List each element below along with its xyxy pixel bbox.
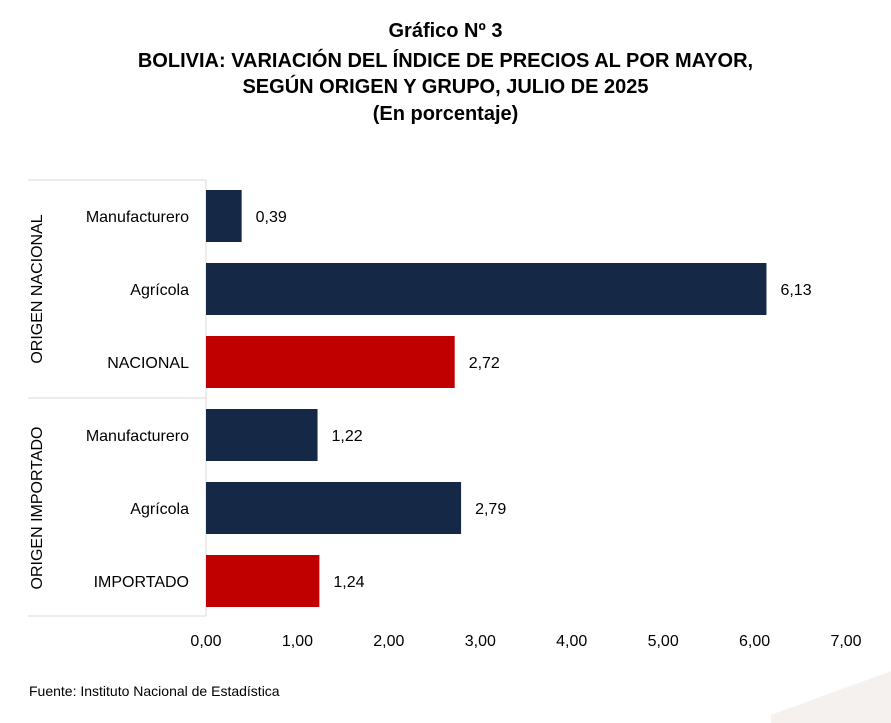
x-tick-label: 6,00: [739, 633, 770, 650]
category-label: NACIONAL: [107, 355, 189, 372]
group-label: ORIGEN NACIONAL: [29, 214, 46, 363]
bar-importado-0: [206, 409, 318, 461]
chart-subtitle: (En porcentaje): [372, 103, 519, 125]
x-tick-label: 2,00: [373, 633, 404, 650]
data-label: 2,72: [469, 355, 500, 372]
data-label: 1,24: [333, 574, 364, 591]
data-label: 0,39: [256, 209, 287, 226]
chart-title-line-1: Gráfico Nº 3: [388, 20, 503, 42]
source-note: Fuente: Instituto Nacional de Estadístic…: [29, 683, 280, 699]
x-tick-label: 0,00: [190, 633, 221, 650]
category-label: Agrícola: [130, 282, 189, 299]
chart-title-line-3: SEGÚN ORIGEN Y GRUPO, JULIO DE 2025: [242, 76, 649, 98]
x-tick-label: 3,00: [465, 633, 496, 650]
corner-decoration: [771, 663, 891, 723]
category-label: Manufacturero: [86, 428, 189, 445]
x-tick-label: 5,00: [648, 633, 679, 650]
group-label: ORIGEN IMPORTADO: [29, 427, 46, 590]
chart-title-line-2: BOLIVIA: VARIACIÓN DEL ÍNDICE DE PRECIOS…: [137, 50, 754, 72]
bar-importado-1: [206, 482, 462, 534]
bar-nacional-1: [206, 263, 767, 315]
data-label: 6,13: [780, 282, 811, 299]
category-label: Manufacturero: [86, 209, 189, 226]
bar-importado-2: [206, 555, 320, 607]
x-tick-label: 7,00: [830, 633, 861, 650]
data-label: 1,22: [332, 428, 363, 445]
category-label: Agrícola: [130, 501, 189, 518]
bar-nacional-2: [206, 336, 455, 388]
x-tick-label: 1,00: [282, 633, 313, 650]
category-label: IMPORTADO: [94, 574, 189, 591]
bar-nacional-0: [206, 190, 242, 242]
data-label: 2,79: [475, 501, 506, 518]
x-tick-label: 4,00: [556, 633, 587, 650]
